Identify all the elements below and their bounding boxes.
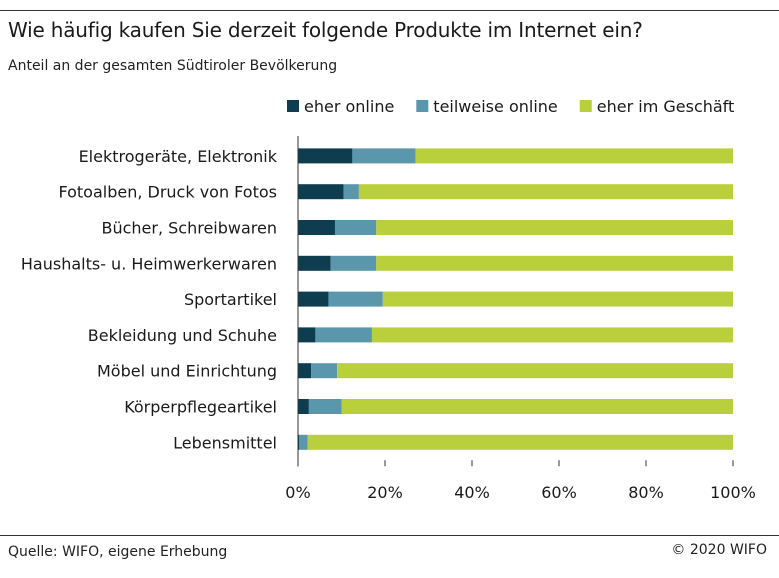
bar-2-1: [334, 220, 377, 235]
legend-label-1: teilweise online: [433, 97, 557, 116]
category-label-8: Lebensmittel: [173, 433, 277, 452]
bar-7-0: [298, 399, 309, 414]
bar-7-2: [341, 399, 733, 414]
legend-swatch-1: [416, 100, 429, 112]
bar-6-0: [298, 363, 312, 379]
bar-5-2: [371, 327, 733, 343]
bar-2-2: [376, 220, 733, 235]
bar-5-1: [315, 327, 372, 343]
category-label-1: Fotoalben, Druck von Fotos: [58, 183, 277, 202]
x-tick-label-0: 0%: [285, 483, 310, 502]
bar-0-0: [298, 148, 353, 164]
bar-1-0: [298, 184, 344, 200]
bar-3-0: [298, 255, 331, 271]
bar-6-2: [337, 363, 733, 379]
bar-2-0: [298, 220, 335, 235]
bar-5-0: [298, 327, 316, 343]
bar-0-1: [352, 148, 416, 164]
x-tick-label-2: 40%: [454, 483, 490, 502]
top-rule: [0, 10, 779, 11]
category-label-4: Sportartikel: [184, 290, 277, 309]
legend-swatch-2: [579, 100, 592, 112]
legend-swatch-0: [287, 100, 299, 112]
category-label-5: Bekleidung und Schuhe: [88, 326, 277, 345]
x-tick-label-4: 80%: [628, 483, 664, 502]
bar-7-1: [308, 399, 342, 414]
bottom-rule: [0, 535, 779, 536]
bar-8-1: [299, 434, 308, 450]
bar-4-0: [298, 291, 329, 307]
legend-label-0: eher online: [304, 97, 394, 116]
category-label-0: Elektrogeräte, Elektronik: [79, 147, 278, 166]
copyright-note: © 2020 WIFO: [671, 542, 767, 558]
source-note: Quelle: WIFO, eigene Erhebung: [8, 544, 228, 560]
bar-3-1: [330, 255, 377, 271]
bar-1-1: [343, 184, 359, 200]
x-tick-label-1: 20%: [367, 483, 403, 502]
page-title: Wie häufig kaufen Sie derzeit folgende P…: [8, 18, 643, 42]
bar-8-2: [307, 434, 733, 450]
bar-8-0: [298, 434, 300, 450]
bar-4-1: [328, 291, 383, 307]
chart-subtitle: Anteil an der gesamten Südtiroler Bevölk…: [8, 58, 338, 74]
stacked-bar-chart: eher online teilweise online eher im Gesch…: [21, 97, 756, 502]
bar-6-1: [311, 363, 338, 379]
category-label-2: Bücher, Schreibwaren: [101, 219, 277, 238]
category-label-3: Haushalts- u. Heimwerkerwaren: [21, 254, 277, 273]
category-label-7: Körperpflegeartikel: [124, 398, 277, 417]
bar-3-2: [376, 255, 733, 271]
bar-1-2: [358, 184, 733, 200]
bar-0-2: [415, 148, 733, 164]
category-label-6: Möbel und Einrichtung: [97, 362, 277, 381]
bar-4-2: [382, 291, 733, 307]
legend-label-2: eher im Geschäft: [597, 97, 735, 116]
x-tick-label-5: 100%: [710, 483, 756, 502]
x-tick-label-3: 60%: [541, 483, 577, 502]
